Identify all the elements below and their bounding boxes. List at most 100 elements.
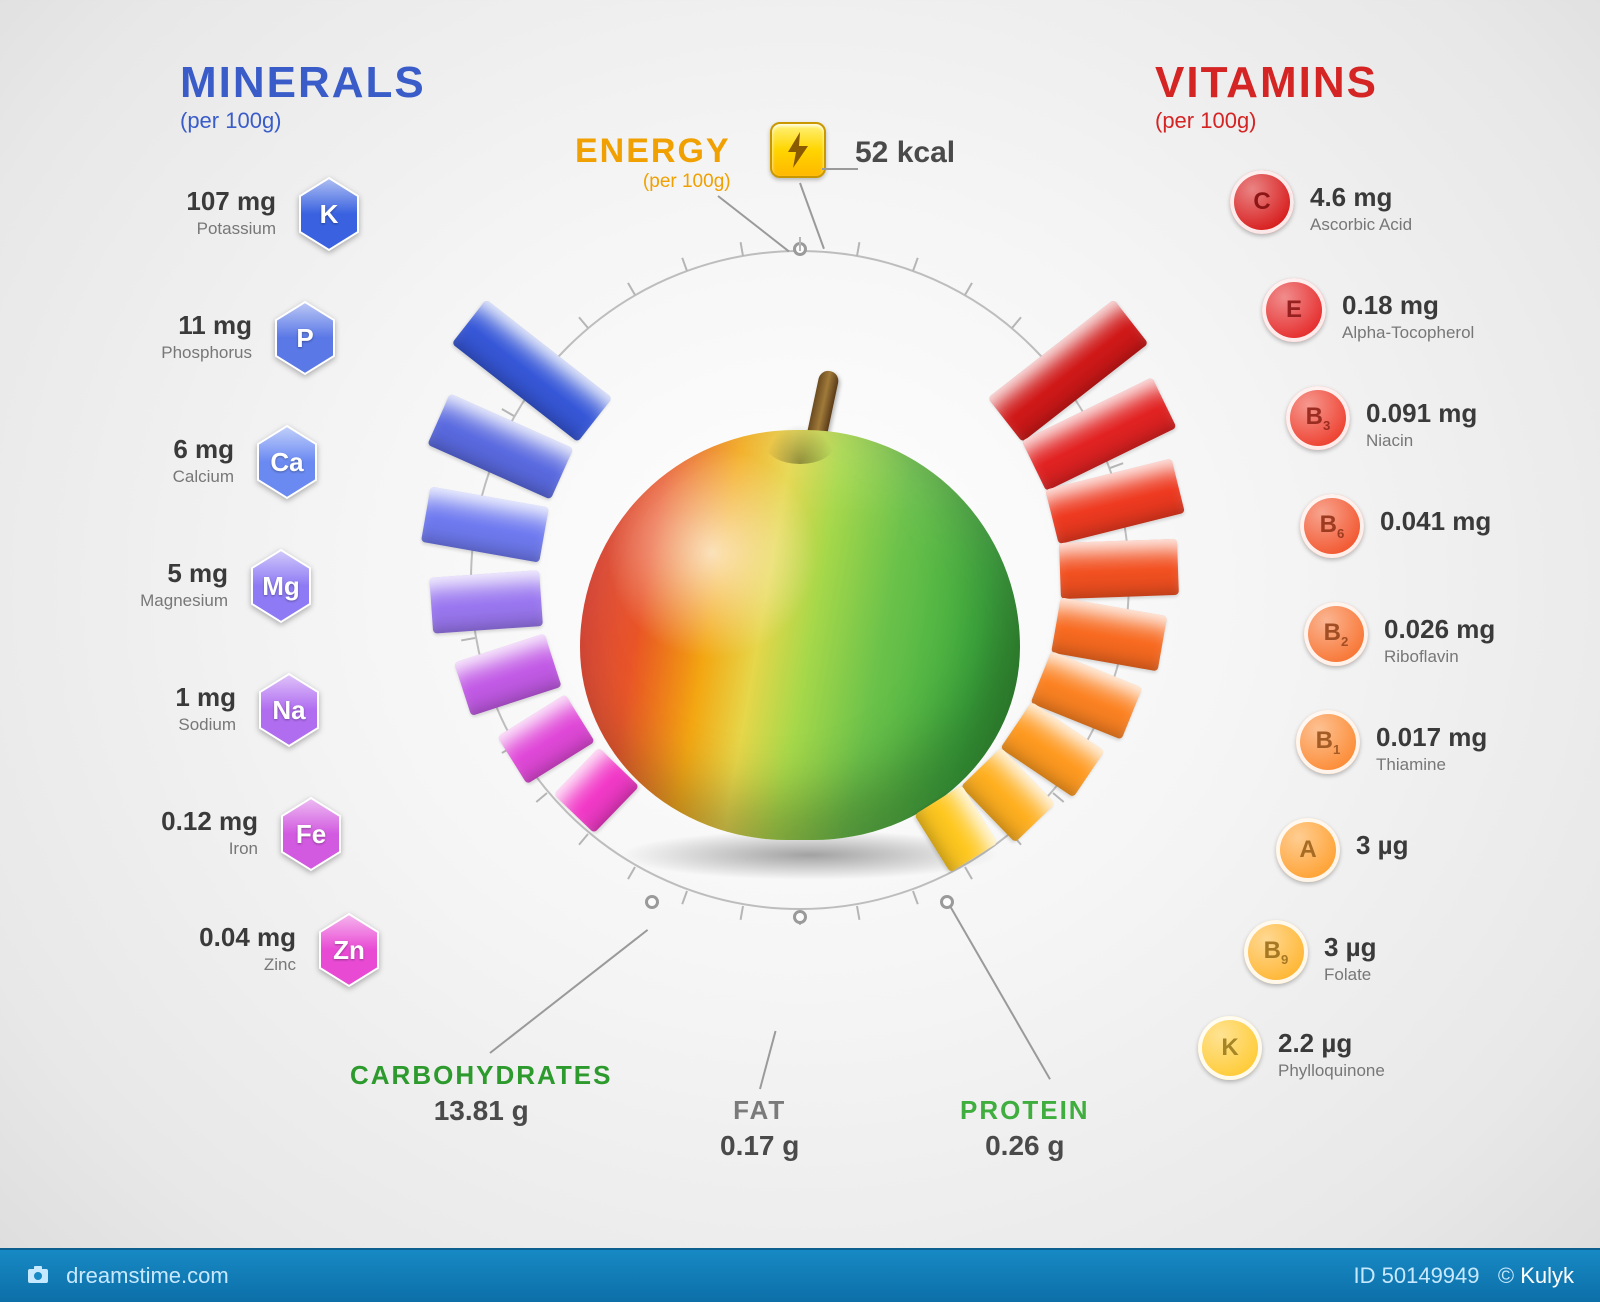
macro-value: 13.81 g: [350, 1095, 612, 1127]
ring-tick: [739, 242, 743, 256]
ring-tick: [739, 906, 743, 920]
mineral-name: Phosphorus: [72, 343, 252, 363]
macro-value: 0.26 g: [960, 1130, 1090, 1162]
mineral-name: Magnesium: [48, 591, 228, 611]
mineral-badge-p: P: [272, 300, 338, 376]
lightning-icon: [770, 122, 826, 178]
ring-tick: [1052, 792, 1064, 803]
vitamin-label: 3 µg: [1356, 830, 1596, 861]
mineral-value: 5 mg: [48, 558, 228, 589]
vitamin-symbol: K: [1221, 1034, 1238, 1062]
footer-id: 50149949: [1382, 1263, 1480, 1288]
vitamin-badge-b9: B9: [1244, 920, 1308, 984]
connector-line: [799, 183, 825, 249]
mineral-symbol: K: [320, 199, 339, 230]
footer-site-text: dreamstime.com: [66, 1263, 229, 1288]
mineral-label: 0.04 mgZinc: [116, 922, 296, 975]
vitamin-value: 0.041 mg: [1380, 506, 1600, 537]
vitamin-value: 3 µg: [1356, 830, 1596, 861]
ring-tick: [578, 317, 589, 329]
vitamin-label: 3 µgFolate: [1324, 932, 1564, 985]
vitamin-badge-c: C: [1230, 170, 1294, 234]
vitamin-symbol: B2: [1324, 619, 1349, 649]
mineral-name: Iron: [78, 839, 258, 859]
ring-tick: [1110, 462, 1124, 469]
macro-label: PROTEIN: [960, 1095, 1090, 1126]
macro-label: CARBOHYDRATES: [350, 1060, 612, 1091]
mineral-value: 11 mg: [72, 310, 252, 341]
vitamin-label: 4.6 mgAscorbic Acid: [1310, 182, 1550, 235]
footer-credit: ID 50149949 © Kulyk: [1354, 1263, 1575, 1289]
vitamin-label: 0.18 mgAlpha-Tocopherol: [1342, 290, 1582, 343]
vitamin-symbol: B1: [1316, 727, 1341, 757]
mineral-name: Potassium: [96, 219, 276, 239]
mineral-badge-zn: Zn: [316, 912, 382, 988]
ring-tick: [799, 237, 801, 251]
ring-tick: [912, 257, 919, 271]
mineral-symbol: Zn: [333, 935, 365, 966]
mineral-name: Sodium: [56, 715, 236, 735]
vitamins-title-text: VITAMINS: [1155, 58, 1378, 108]
vitamin-name: Thiamine: [1376, 755, 1600, 775]
minerals-title-text: MINERALS: [180, 58, 426, 108]
macro-value: 0.17 g: [720, 1130, 799, 1162]
vitamin-symbol: B9: [1264, 937, 1289, 967]
mineral-value: 107 mg: [96, 186, 276, 217]
connector-line: [717, 195, 789, 252]
footer-bar: dreamstime.com ID 50149949 © Kulyk: [0, 1248, 1600, 1302]
footer-author: Kulyk: [1520, 1263, 1574, 1288]
minerals-subtitle: (per 100g): [180, 108, 426, 134]
vitamin-badge-b2: B2: [1304, 602, 1368, 666]
vitamin-name: Alpha-Tocopherol: [1342, 323, 1582, 343]
mineral-value: 0.12 mg: [78, 806, 258, 837]
mineral-symbol: Ca: [270, 447, 303, 478]
vitamin-symbol: E: [1286, 296, 1302, 324]
ring-tick: [1011, 317, 1022, 329]
vitamin-badge-e: E: [1262, 278, 1326, 342]
infographic-stage: MINERALS (per 100g) VITAMINS (per 100g) …: [0, 0, 1600, 1302]
ring-tick: [461, 637, 475, 641]
mineral-label: 1 mgSodium: [56, 682, 236, 735]
mineral-label: 107 mgPotassium: [96, 186, 276, 239]
mineral-name: Calcium: [54, 467, 234, 487]
connector-line: [759, 1031, 776, 1089]
vitamin-value: 0.18 mg: [1342, 290, 1582, 321]
vitamin-value: 2.2 µg: [1278, 1028, 1518, 1059]
ring-tick: [681, 891, 688, 905]
vitamin-badge-b6: B6: [1300, 494, 1364, 558]
ring-tick: [856, 242, 860, 256]
vitamin-label: 2.2 µgPhylloquinone: [1278, 1028, 1518, 1081]
macro-label: FAT: [720, 1095, 799, 1126]
vitamin-name: Ascorbic Acid: [1310, 215, 1550, 235]
vitamin-name: Folate: [1324, 965, 1564, 985]
vitamin-symbol: A: [1299, 836, 1316, 864]
vitamin-value: 4.6 mg: [1310, 182, 1550, 213]
camera-icon: [26, 1263, 50, 1287]
ring-tick: [502, 408, 515, 417]
ring-tick: [964, 283, 973, 296]
vitamin-badge-a: A: [1276, 818, 1340, 882]
connector-dot: [793, 910, 807, 924]
mineral-label: 6 mgCalcium: [54, 434, 234, 487]
mineral-name: Zinc: [116, 955, 296, 975]
vitamin-badge-b3: B3: [1286, 386, 1350, 450]
mineral-badge-fe: Fe: [278, 796, 344, 872]
mineral-value: 0.04 mg: [116, 922, 296, 953]
vitamin-name: Riboflavin: [1384, 647, 1600, 667]
ring-tick: [627, 866, 636, 879]
vitamin-symbol: C: [1253, 188, 1270, 216]
apple-body: [580, 430, 1020, 840]
mineral-badge-ca: Ca: [254, 424, 320, 500]
macro-fat: FAT 0.17 g: [720, 1095, 799, 1162]
ring-tick: [912, 891, 919, 905]
vitamin-value: 0.091 mg: [1366, 398, 1600, 429]
minerals-title: MINERALS (per 100g): [180, 58, 426, 134]
mineral-symbol: Fe: [296, 819, 326, 850]
vitamin-name: Niacin: [1366, 431, 1600, 451]
mineral-value: 6 mg: [54, 434, 234, 465]
vitamin-label: 0.017 mgThiamine: [1376, 722, 1600, 775]
vitamin-value: 3 µg: [1324, 932, 1564, 963]
macro-carbs: CARBOHYDRATES 13.81 g: [350, 1060, 612, 1127]
vitamins-subtitle: (per 100g): [1155, 108, 1378, 134]
macro-protein: PROTEIN 0.26 g: [960, 1095, 1090, 1162]
